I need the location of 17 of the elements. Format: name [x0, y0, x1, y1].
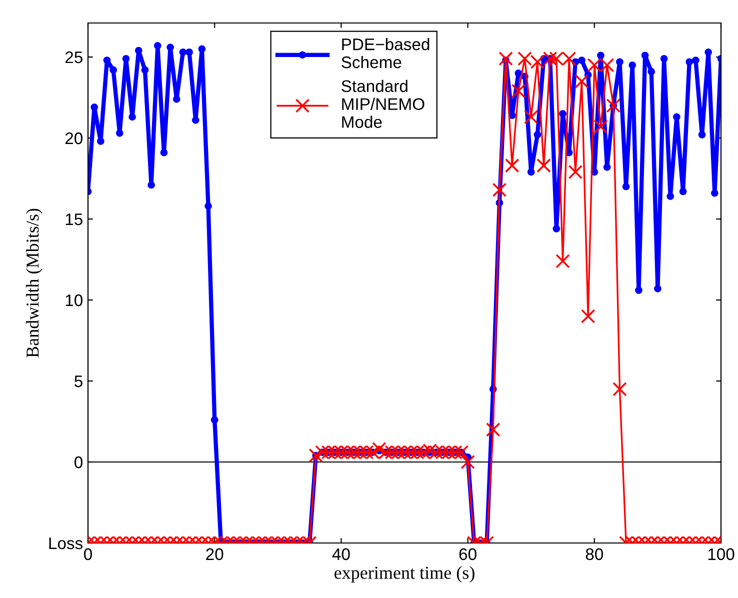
legend-label: Standard MIP/NEMO Mode: [342, 80, 424, 128]
y-tick-label: 25: [65, 51, 82, 64]
y-tick-label: 10: [66, 294, 82, 306]
y-tick-label: 5: [74, 376, 82, 388]
x-tick-label: 60: [459, 548, 476, 560]
legend-label: PDE−based Scheme: [342, 38, 430, 68]
x-tick-label: 40: [332, 548, 350, 560]
y-tick-label: Loss: [49, 538, 83, 550]
y-tick-label: 20: [65, 132, 82, 144]
y-tick-label: 0: [74, 456, 82, 468]
y-tick-label: 15: [66, 214, 82, 226]
x-tick-label: 80: [586, 548, 604, 560]
y-axis-title: Bandwidth (Mbits/s): [26, 208, 42, 358]
x-tick-label: 20: [206, 548, 224, 560]
x-tick-label: 100: [708, 548, 734, 560]
x-axis-title: experiment time (s): [334, 566, 474, 583]
x-tick-label: 0: [84, 548, 92, 560]
